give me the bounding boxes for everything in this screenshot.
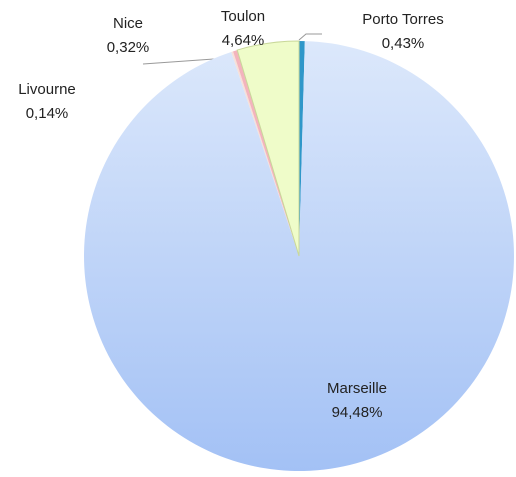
pie-slice: [236, 40, 300, 257]
slice-label: Toulon: [221, 8, 265, 25]
slice-label: Marseille: [327, 380, 387, 397]
slice-label: Nice: [113, 15, 143, 32]
slice-value-label: 0,14%: [26, 105, 69, 122]
slice-value-label: 0,43%: [382, 35, 425, 52]
pie-slice: [299, 41, 305, 256]
slice-value-label: 0,32%: [107, 39, 150, 56]
pie-slice: [233, 50, 299, 256]
slice-value-label: 4,64%: [222, 32, 265, 49]
slice-label: Porto Torres: [362, 11, 443, 28]
slice-label: Livourne: [18, 81, 76, 98]
pie-slice: [231, 51, 299, 256]
slice-value-label: 94,48%: [332, 404, 383, 421]
leader-line: [298, 33, 322, 41]
